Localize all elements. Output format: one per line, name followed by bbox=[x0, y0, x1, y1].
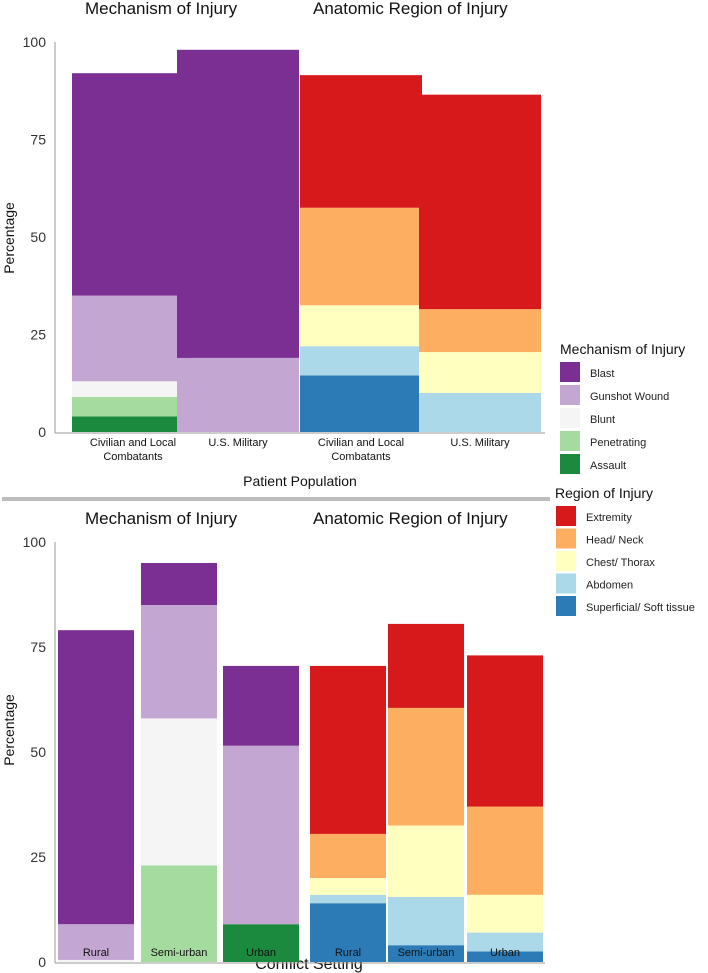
panel2-category-label-6: Urban bbox=[490, 947, 520, 959]
panel2-y-tick-75: 75 bbox=[30, 639, 46, 655]
legend-mechanism-swatch-penetrating bbox=[560, 431, 580, 451]
panel1-x-axis-label: Patient Population bbox=[243, 473, 357, 489]
panel1-bar-4-head-neck bbox=[419, 309, 541, 353]
panel1-title-mechanism: Mechanism of Injury bbox=[85, 0, 238, 18]
legend-mechanism-swatch-gunshot-wound bbox=[560, 385, 580, 405]
panel1-bar-1-assault bbox=[72, 416, 194, 432]
panel1-bar-1-blunt bbox=[72, 381, 194, 397]
panel2-title-mechanism: Mechanism of Injury bbox=[85, 509, 238, 528]
legend-region-label-extremity: Extremity bbox=[586, 512, 632, 524]
panel1-bar-3-chest-thorax bbox=[300, 305, 422, 347]
legend-region-label-chest-thorax: Chest/ Thorax bbox=[586, 557, 655, 569]
legend-mechanism-swatch-blunt bbox=[560, 408, 580, 428]
panel2-bar-2-blunt bbox=[141, 718, 217, 866]
panel2-bar-1-gunshot-wound bbox=[58, 924, 134, 960]
panel2-bar-4-chest-thorax bbox=[310, 878, 386, 895]
legend-mechanism-label-blunt: Blunt bbox=[590, 414, 615, 426]
panel2-y-tick-25: 25 bbox=[30, 849, 46, 865]
panel1-bar-1-penetrating bbox=[72, 396, 194, 417]
panel2-bar-2-gunshot-wound bbox=[141, 605, 217, 719]
panel1-bar-4-extremity bbox=[419, 94, 541, 310]
panel2-bar-6-extremity bbox=[467, 655, 543, 807]
legend-mechanism-title: Mechanism of Injury bbox=[560, 341, 685, 357]
legend-mechanism-swatch-blast bbox=[560, 362, 580, 382]
panel2-category-label-2: Semi-urban bbox=[151, 947, 208, 959]
panel1-y-tick-75: 75 bbox=[30, 132, 46, 148]
panel2-bar-6-head-neck bbox=[467, 806, 543, 895]
panel1-y-tick-100: 100 bbox=[23, 34, 47, 50]
panel2-bar-2-penetrating bbox=[141, 865, 217, 962]
panel1-bar-3-superficial-soft-tissue bbox=[300, 375, 422, 432]
panel1-category-label-4: U.S. Military bbox=[450, 437, 510, 449]
legend-region-title: Region of Injury bbox=[555, 485, 653, 501]
legend-mechanism-label-penetrating: Penetrating bbox=[590, 437, 646, 449]
panel2-title-region: Anatomic Region of Injury bbox=[313, 509, 508, 528]
panel2-bar-5-extremity bbox=[388, 623, 464, 708]
panel2-bar-3-gunshot-wound bbox=[223, 745, 299, 925]
panel2-bar-5-head-neck bbox=[388, 707, 464, 826]
panel2-bar-4-abdomen bbox=[310, 894, 386, 904]
panel2-category-label-5: Semi-urban bbox=[398, 947, 455, 959]
legend-region-label-superficial-soft-tissue: Superficial/ Soft tissue bbox=[586, 602, 695, 614]
legend-mechanism-label-assault: Assault bbox=[590, 460, 626, 472]
panel2-bar-6-abdomen bbox=[467, 932, 543, 952]
legend-region-swatch-superficial-soft-tissue bbox=[556, 596, 576, 616]
legend-mechanism-swatch-assault bbox=[560, 454, 580, 474]
panel2-category-label-4: Rural bbox=[335, 947, 361, 959]
panel1-category-label-2: U.S. Military bbox=[208, 437, 268, 449]
panel1-y-axis-label: Percentage bbox=[1, 202, 17, 274]
panel1-bar-3-abdomen bbox=[300, 346, 422, 376]
panel2-bar-2-blast bbox=[141, 563, 217, 605]
panel1-category-label-3: Civilian and Local Combatants bbox=[318, 437, 404, 463]
legend-region-swatch-extremity bbox=[556, 506, 576, 526]
panel2-bar-5-abdomen bbox=[388, 896, 464, 946]
legend-region-swatch-abdomen bbox=[556, 573, 576, 594]
panel1-bar-4-abdomen bbox=[419, 393, 541, 432]
panel1-bar-3-extremity bbox=[300, 75, 422, 208]
panel1-bar-1-blast bbox=[72, 73, 194, 296]
panel2-bar-3-assault bbox=[223, 924, 299, 962]
panel1-y-tick-0: 0 bbox=[38, 424, 46, 440]
panel2-y-tick-50: 50 bbox=[30, 744, 46, 760]
panel1-category-label-1: Civilian and Local Combatants bbox=[90, 437, 176, 463]
panel2-y-tick-0: 0 bbox=[38, 954, 46, 970]
panel2-bar-4-head-neck bbox=[310, 833, 386, 878]
panel2-y-tick-100: 100 bbox=[23, 534, 47, 550]
legend-region-swatch-chest-thorax bbox=[556, 551, 576, 571]
panel2-category-label-3: Urban bbox=[246, 947, 276, 959]
panel1-bar-2-blast bbox=[177, 49, 299, 358]
panel2-bar-1-blunt bbox=[58, 959, 134, 962]
legend-region-label-abdomen: Abdomen bbox=[586, 580, 633, 592]
panel1-bar-3-head-neck bbox=[300, 207, 422, 306]
legend-mechanism-label-blast: Blast bbox=[590, 368, 614, 380]
panel2-bar-6-superficial-soft-tissue bbox=[467, 951, 543, 962]
panel2-bar-5-superficial-soft-tissue bbox=[388, 945, 464, 962]
panel2-bar-4-superficial-soft-tissue bbox=[310, 903, 386, 962]
panel1-title-region: Anatomic Region of Injury bbox=[313, 0, 508, 18]
panel2-bar-3-blast bbox=[223, 665, 299, 746]
legend-region-label-head-neck: Head/ Neck bbox=[586, 535, 644, 547]
panel2-y-axis-label: Percentage bbox=[1, 694, 17, 766]
panel1-bar-4-chest-thorax bbox=[419, 352, 541, 393]
legend-region-swatch-head-neck bbox=[556, 528, 576, 549]
legend-mechanism-label-gunshot-wound: Gunshot Wound bbox=[590, 391, 669, 403]
panel1-y-tick-50: 50 bbox=[30, 229, 46, 245]
panel1-bar-1-gunshot-wound bbox=[72, 295, 194, 382]
panel1-y-tick-25: 25 bbox=[30, 327, 46, 343]
panel2-bar-6-chest-thorax bbox=[467, 894, 543, 933]
panel2-bar-5-chest-thorax bbox=[388, 825, 464, 897]
panel2-bar-4-extremity bbox=[310, 665, 386, 834]
panel-divider bbox=[2, 497, 550, 501]
panel2-bar-1-blast bbox=[58, 630, 134, 925]
panel2-category-label-1: Rural bbox=[83, 947, 109, 959]
panel1-bar-2-gunshot-wound bbox=[177, 357, 299, 432]
